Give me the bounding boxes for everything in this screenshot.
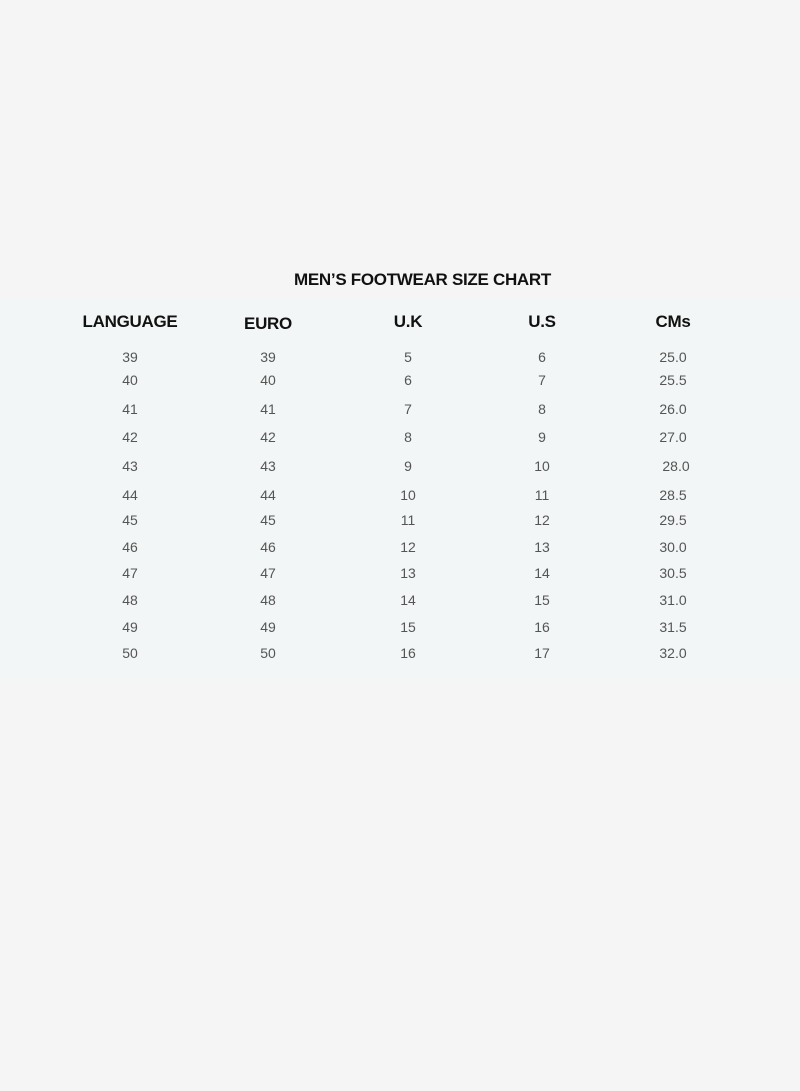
cell-us: 17 — [534, 645, 550, 661]
cell-uk: 16 — [400, 645, 416, 661]
cell-euro: 48 — [260, 592, 276, 608]
cell-cms: 30.0 — [659, 539, 687, 555]
cell-us: 7 — [538, 372, 546, 388]
cell-uk: 7 — [404, 401, 412, 417]
cell-cms: 27.0 — [659, 429, 687, 445]
column-header-language: LANGUAGE — [82, 312, 178, 331]
cell-euro: 43 — [260, 458, 276, 474]
cell-language: 40 — [122, 372, 138, 388]
cell-uk: 13 — [400, 565, 416, 581]
cell-us: 10 — [534, 458, 550, 474]
column-header-cms: CMs — [655, 312, 691, 331]
cell-us: 14 — [534, 565, 550, 581]
cell-language: 49 — [122, 619, 138, 635]
cell-us: 6 — [538, 349, 546, 365]
cell-uk: 9 — [404, 458, 412, 474]
cell-uk: 14 — [400, 592, 416, 608]
cell-us: 9 — [538, 429, 546, 445]
cell-language: 45 — [122, 512, 138, 528]
cell-language: 42 — [122, 429, 138, 445]
cell-language: 46 — [122, 539, 138, 555]
cell-euro: 42 — [260, 429, 276, 445]
cell-cms: 30.5 — [659, 565, 687, 581]
table-background — [0, 300, 800, 680]
cell-us: 12 — [534, 512, 550, 528]
cell-language: 44 — [122, 487, 138, 503]
cell-us: 15 — [534, 592, 550, 608]
cell-language: 47 — [122, 565, 138, 581]
cell-euro: 44 — [260, 487, 276, 503]
cell-euro: 47 — [260, 565, 276, 581]
cell-cms: 25.0 — [659, 349, 687, 365]
cell-cms: 31.5 — [659, 619, 687, 635]
cell-cms: 28.0 — [662, 458, 690, 474]
cell-uk: 15 — [400, 619, 416, 635]
column-header-us: U.S — [528, 312, 556, 331]
cell-uk: 11 — [400, 512, 416, 528]
cell-euro: 49 — [260, 619, 276, 635]
cell-cms: 28.5 — [659, 487, 687, 503]
cell-language: 39 — [122, 349, 138, 365]
column-header-uk: U.K — [393, 312, 423, 331]
page-title: MEN’S FOOTWEAR SIZE CHART — [294, 270, 551, 289]
cell-uk: 10 — [400, 487, 416, 503]
cell-cms: 29.5 — [659, 512, 687, 528]
cell-language: 43 — [122, 458, 138, 474]
cell-us: 8 — [538, 401, 546, 417]
cell-euro: 41 — [260, 401, 276, 417]
cell-cms: 32.0 — [659, 645, 687, 661]
cell-us: 16 — [534, 619, 550, 635]
cell-language: 48 — [122, 592, 138, 608]
cell-language: 41 — [122, 401, 138, 417]
cell-euro: 45 — [260, 512, 276, 528]
column-header-euro: EURO — [244, 314, 292, 333]
cell-language: 50 — [122, 645, 138, 661]
cell-cms: 31.0 — [659, 592, 687, 608]
cell-us: 13 — [534, 539, 550, 555]
cell-uk: 8 — [404, 429, 412, 445]
cell-cms: 25.5 — [659, 372, 687, 388]
cell-euro: 39 — [260, 349, 276, 365]
cell-euro: 40 — [260, 372, 276, 388]
cell-uk: 6 — [404, 372, 412, 388]
cell-uk: 5 — [404, 349, 412, 365]
cell-cms: 26.0 — [659, 401, 687, 417]
cell-euro: 46 — [260, 539, 276, 555]
cell-euro: 50 — [260, 645, 276, 661]
cell-uk: 12 — [400, 539, 416, 555]
cell-us: 11 — [534, 487, 550, 503]
